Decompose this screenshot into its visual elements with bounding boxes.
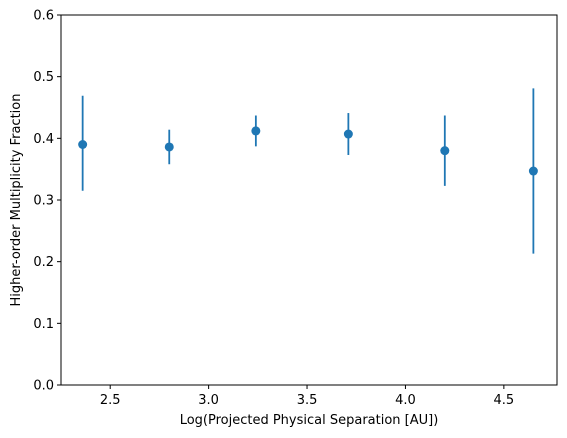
x-axis-ticks: 2.5 3.0 3.5 4.0 4.5	[100, 385, 514, 408]
y-tick-label: 0.6	[33, 9, 54, 24]
y-axis-label: Higher-order Multiplicity Fraction	[9, 94, 24, 307]
data-point	[440, 146, 450, 156]
x-tick-label: 2.5	[100, 393, 121, 408]
x-tick-label: 4.0	[395, 393, 416, 408]
y-tick-label: 0.5	[33, 70, 54, 85]
x-tick-label: 3.0	[198, 393, 219, 408]
data-point	[78, 140, 88, 149]
x-tick-label: 3.5	[297, 393, 318, 408]
y-tick-label: 0.4	[33, 132, 54, 147]
data-series	[78, 88, 538, 254]
plot-background	[61, 15, 557, 385]
y-axis-ticks: 0.0 0.1 0.2 0.3 0.4 0.5 0.6	[33, 9, 61, 394]
x-axis-label: Log(Projected Physical Separation [AU])	[180, 413, 439, 428]
data-point	[251, 126, 261, 136]
y-tick-label: 0.2	[33, 255, 54, 270]
y-tick-label: 0.1	[33, 317, 54, 332]
x-tick-label: 4.5	[494, 393, 515, 408]
y-tick-label: 0.3	[33, 194, 54, 209]
data-point	[164, 142, 174, 152]
plot-frame	[60, 14, 558, 386]
y-tick-label: 0.0	[33, 379, 54, 394]
data-point	[343, 129, 353, 139]
data-point	[528, 166, 538, 176]
